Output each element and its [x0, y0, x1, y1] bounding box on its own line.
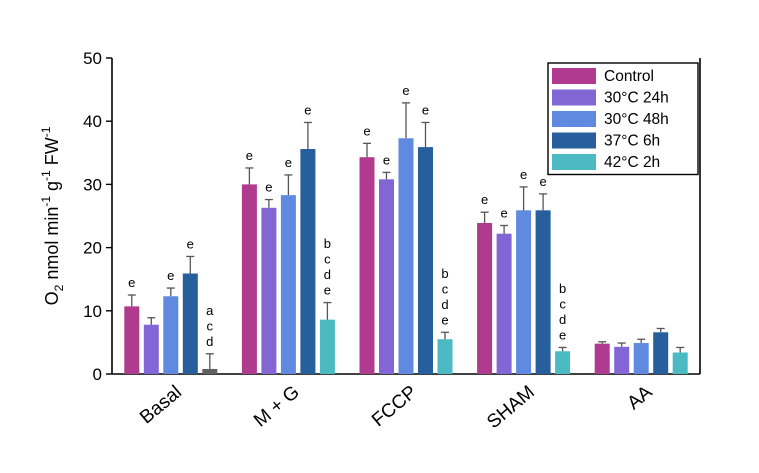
legend-entry: 42°C 2h — [604, 154, 660, 171]
significance-label: e — [324, 283, 331, 298]
x-category-label: FCCP — [368, 382, 421, 431]
bar — [280, 195, 296, 374]
significance-label: d — [206, 334, 213, 349]
bar — [535, 210, 551, 374]
bar — [672, 352, 688, 374]
legend-entry: Control — [604, 68, 654, 85]
significance-label: e — [363, 123, 370, 138]
significance-label: b — [441, 266, 448, 281]
significance-label: d — [559, 312, 566, 327]
bar — [496, 233, 512, 374]
significance-label: e — [265, 180, 272, 195]
significance-label: e — [402, 83, 409, 98]
significance-label: b — [559, 281, 566, 296]
y-tick-label: 20 — [83, 239, 102, 258]
bar — [319, 319, 335, 374]
bar — [398, 138, 414, 374]
y-axis-label-part: FW — [42, 137, 62, 170]
significance-label: c — [442, 281, 449, 296]
significance-label: e — [246, 148, 253, 163]
legend-swatch — [552, 111, 596, 127]
significance-label: e — [481, 192, 488, 207]
bar — [359, 157, 375, 374]
y-axis-label-part: -1 — [39, 196, 53, 207]
significance-label: e — [187, 236, 194, 251]
significance-label: e — [285, 155, 292, 170]
bar — [594, 343, 610, 374]
x-category-label: SHAM — [483, 382, 539, 433]
y-axis-label-part: 2 — [52, 284, 66, 291]
bar — [653, 332, 669, 374]
bar — [418, 147, 433, 374]
legend-entry: 30°C 24h — [604, 90, 669, 107]
significance-label: e — [304, 102, 311, 117]
significance-label: b — [324, 236, 331, 251]
legend-entry: 30°C 48h — [604, 111, 669, 128]
x-category-label: AA — [623, 382, 656, 415]
y-tick-label: 40 — [83, 112, 102, 131]
bar — [163, 296, 179, 374]
significance-label: d — [441, 297, 448, 312]
bar — [261, 207, 277, 374]
y-tick-label: 10 — [83, 302, 102, 321]
significance-label: a — [206, 303, 214, 318]
significance-label: c — [207, 318, 214, 333]
bar — [300, 149, 316, 374]
bar — [143, 324, 159, 374]
bar — [633, 343, 649, 374]
bar — [555, 351, 571, 374]
legend-swatch — [552, 89, 596, 106]
bar — [477, 222, 493, 374]
significance-label: e — [422, 102, 429, 117]
legend-swatch — [552, 132, 596, 149]
bar — [182, 273, 198, 374]
x-category-label: M + G — [250, 382, 304, 432]
bar — [241, 184, 257, 374]
y-axis-label: O2 nmol min-1 g-1 FW-1 — [39, 126, 66, 305]
legend-swatch — [552, 68, 596, 84]
significance-label: e — [167, 268, 174, 283]
bar — [202, 368, 218, 374]
bar — [437, 339, 453, 374]
y-axis-label-part: nmol min — [42, 207, 62, 285]
y-tick-label: 0 — [93, 365, 102, 384]
y-tick-label: 50 — [83, 49, 102, 68]
significance-label: e — [383, 152, 390, 167]
significance-label: e — [441, 312, 448, 327]
bar — [614, 346, 630, 374]
x-category-label: Basal — [136, 382, 186, 429]
bar — [379, 179, 394, 374]
bar — [124, 306, 140, 374]
bar — [516, 210, 532, 374]
y-axis-label-part: -1 — [39, 126, 53, 137]
significance-label: e — [128, 275, 135, 290]
significance-label: e — [500, 205, 507, 220]
significance-label: e — [520, 167, 527, 182]
y-axis-label-part: g — [42, 181, 62, 196]
legend-swatch — [552, 154, 596, 170]
significance-label: d — [324, 267, 331, 282]
significance-label: e — [559, 327, 566, 342]
y-axis-label-part: -1 — [39, 170, 53, 181]
y-tick-label: 30 — [83, 175, 102, 194]
legend-entry: 37°C 6h — [604, 133, 660, 150]
significance-label: c — [324, 252, 331, 267]
significance-label: c — [559, 296, 566, 311]
significance-label: e — [539, 174, 546, 189]
y-axis-label-part: O — [42, 291, 62, 305]
